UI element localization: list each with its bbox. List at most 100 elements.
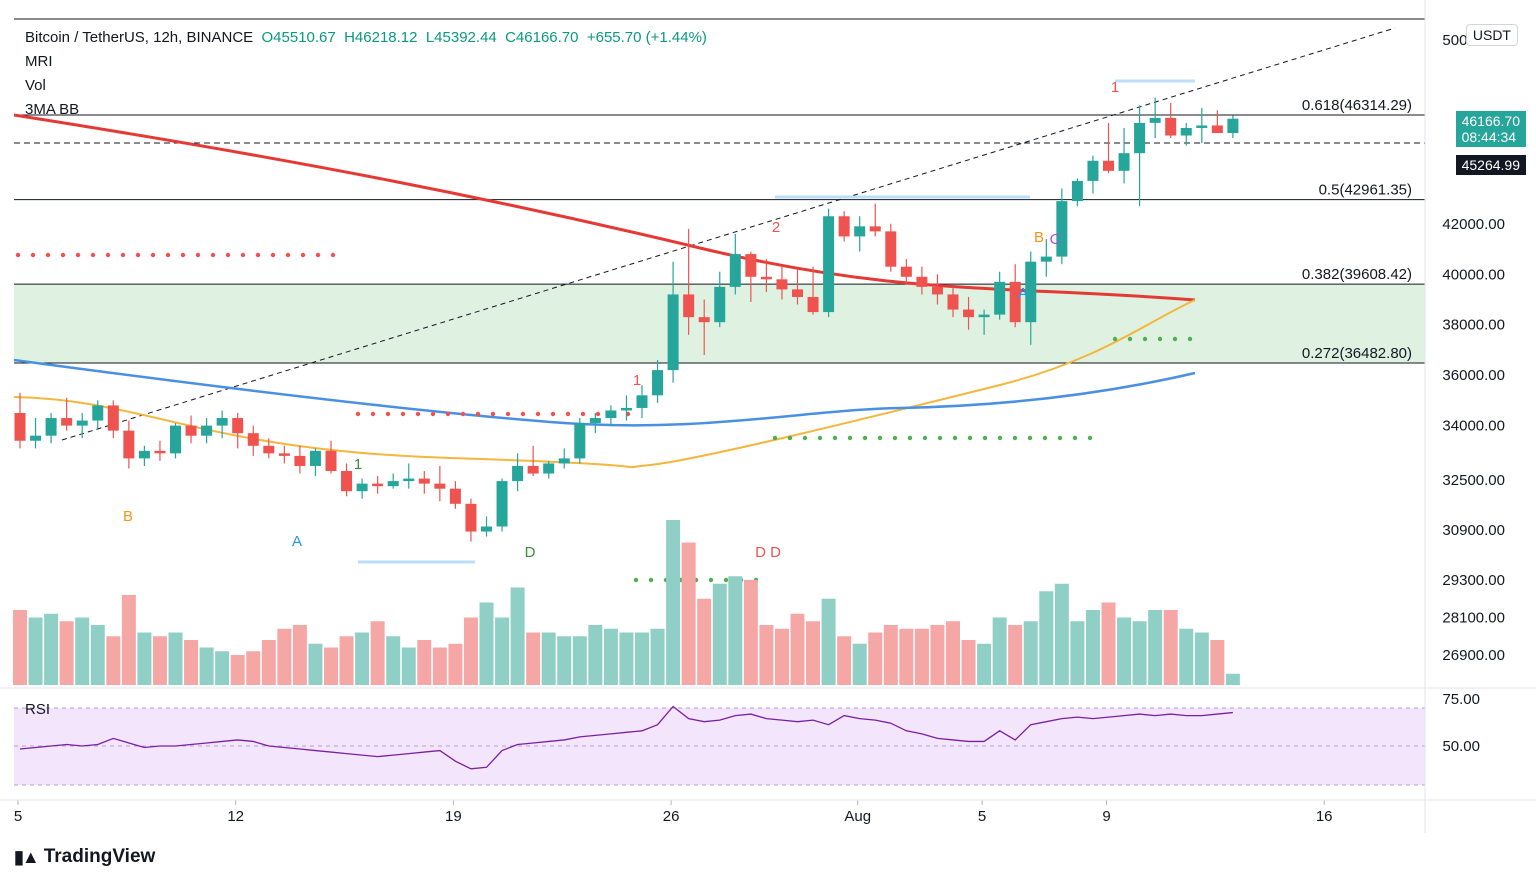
tradingview-brand[interactable]: ▮▲ TradingView: [14, 846, 155, 868]
candle-body: [589, 418, 601, 424]
open-value: O45510.67: [261, 29, 336, 46]
sr-dot: [240, 252, 246, 258]
y-tick-label: 26900.00: [1442, 647, 1505, 664]
candle-body: [325, 450, 337, 472]
candle-body: [465, 503, 477, 532]
volume-bar: [526, 632, 541, 685]
sr-dot: [595, 411, 601, 417]
indicator-mri[interactable]: MRI: [25, 53, 53, 70]
sr-dot: [1127, 336, 1133, 342]
candle-body: [1211, 125, 1223, 134]
currency-badge[interactable]: USDT: [1465, 24, 1518, 46]
candle-body: [216, 418, 228, 426]
sr-dot: [210, 252, 216, 258]
volume-bar: [774, 628, 789, 685]
volume-bar: [152, 636, 167, 685]
candle-body: [978, 314, 990, 318]
volume-bar: [790, 613, 805, 685]
sr-dot: [520, 411, 526, 417]
pattern-annotation: B: [123, 508, 133, 525]
ohlc-row: Bitcoin / TetherUS, 12h, BINANCE O45510.…: [25, 26, 707, 50]
candle-body: [30, 435, 42, 441]
x-tick-label: 5: [978, 808, 986, 825]
x-tick-label: Aug: [844, 808, 871, 825]
candle-body: [61, 418, 73, 426]
fib-label-3: 0.272(36482.80): [1302, 345, 1412, 362]
x-tick-label: 19: [445, 808, 462, 825]
y-tick-label: 36000.00: [1442, 367, 1505, 384]
sr-dot: [1012, 435, 1018, 441]
volume-bar: [883, 625, 898, 685]
volume-bar: [1008, 625, 1023, 685]
sr-dot: [330, 252, 336, 258]
candle-body: [232, 418, 244, 434]
sr-dot: [400, 411, 406, 417]
candle-body: [667, 294, 679, 371]
volume-bar: [1210, 640, 1225, 685]
candle-body: [496, 481, 508, 527]
indicator-3ma-bb[interactable]: 3MA BB: [25, 101, 80, 118]
volume-bar: [852, 643, 867, 685]
candle-body: [745, 254, 757, 277]
sr-dot: [648, 577, 654, 583]
sr-dot: [997, 435, 1003, 441]
volume-bar: [1179, 628, 1194, 685]
volume-bar: [743, 580, 758, 685]
volume-bar: [44, 613, 59, 685]
rsi-label[interactable]: RSI: [25, 701, 51, 718]
countdown: 08:44:34: [1461, 129, 1517, 145]
volume-bar: [961, 640, 976, 685]
crosshair-price-tag: 45264.99: [1455, 155, 1526, 175]
rsi-line: [19, 705, 1233, 770]
sr-dot: [802, 435, 808, 441]
fib-label-2: 0.382(39608.42): [1302, 266, 1412, 283]
candle-body: [1040, 256, 1052, 262]
sr-dot: [1157, 336, 1163, 342]
volume-bar: [712, 583, 727, 685]
candle-body: [1165, 117, 1177, 136]
sr-dot: [967, 435, 973, 441]
indicator-vol[interactable]: Vol: [25, 77, 46, 94]
y-tick-label: 29300.00: [1442, 572, 1505, 589]
candle-body: [45, 418, 57, 436]
tradingview-logo-icon: ▮▲: [14, 846, 40, 867]
x-tick-label: 5: [14, 808, 22, 825]
volume-bar: [13, 610, 27, 685]
candle-body: [201, 425, 213, 436]
candle-body: [418, 478, 430, 484]
sr-dot: [150, 252, 156, 258]
volume-bar: [1117, 617, 1132, 685]
pattern-annotation: A: [1018, 285, 1028, 302]
candle-body: [14, 412, 26, 441]
fib-label-0: 0.618(46314.29): [1302, 97, 1412, 114]
volume-bar: [666, 520, 681, 685]
sr-dot: [60, 252, 66, 258]
volume-bar: [1039, 591, 1054, 685]
candle-body: [434, 483, 446, 489]
volume-bar: [1148, 610, 1163, 685]
legend: Bitcoin / TetherUS, 12h, BINANCE O45510.…: [25, 26, 707, 122]
candle-body: [792, 289, 803, 297]
x-tick-label: 12: [227, 808, 244, 825]
volume-bar: [479, 602, 494, 685]
candle-body: [714, 286, 726, 323]
candle-body: [760, 276, 772, 280]
sr-dot: [787, 435, 793, 441]
sr-dot: [30, 252, 36, 258]
y-tick-label: 42000.00: [1442, 216, 1505, 233]
volume-bar: [215, 651, 230, 685]
volume-bar: [230, 655, 245, 685]
volume-bar: [946, 621, 960, 685]
candle-body: [247, 433, 259, 446]
volume-bar: [292, 625, 307, 685]
volume-bar: [899, 628, 914, 685]
symbol-title[interactable]: Bitcoin / TetherUS, 12h, BINANCE: [25, 29, 254, 46]
candle-body: [652, 370, 664, 396]
candle-body: [838, 216, 850, 237]
sr-dot: [15, 252, 21, 258]
sr-dot: [475, 411, 481, 417]
sr-dot: [255, 252, 261, 258]
y-tick-label: 30900.00: [1442, 522, 1505, 539]
pattern-annotation: 1: [354, 456, 362, 473]
